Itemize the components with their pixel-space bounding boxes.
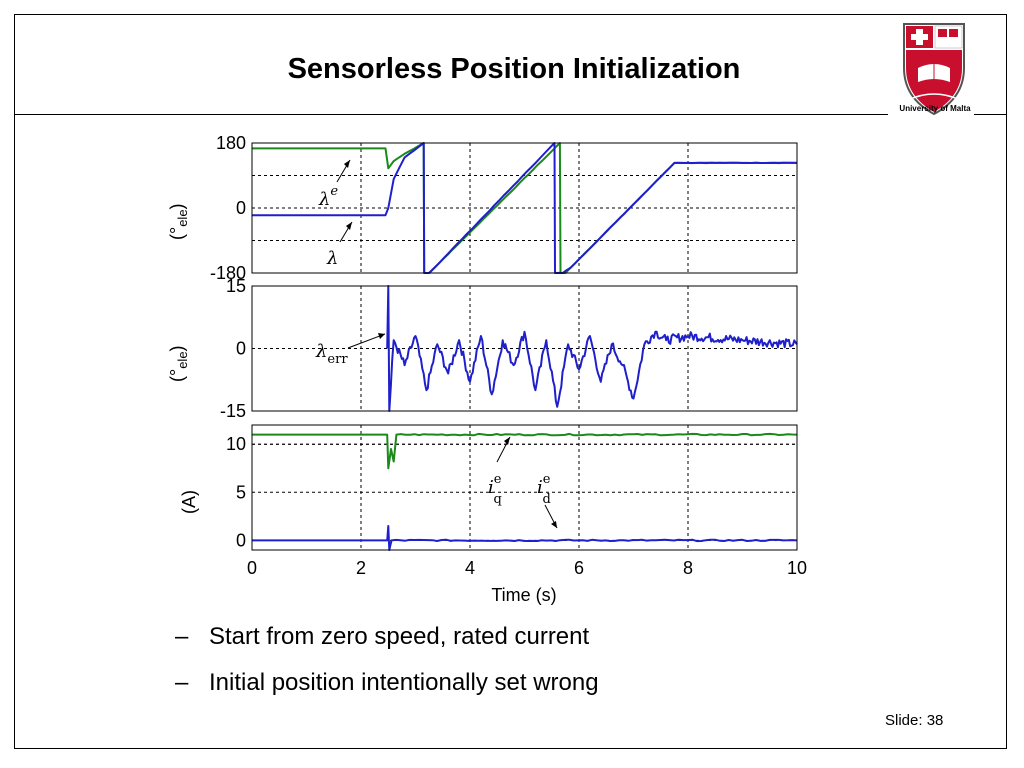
x-tick-label: 2 [356,558,366,578]
bullet-item: – Initial position intentionally set wron… [175,668,599,714]
slide-frame [14,14,1007,749]
annotation-lambda-e: λe [318,159,351,210]
annotation-iq: ie q [488,436,511,507]
xlabel-time: Time (s) [491,585,556,605]
bullet-text: Start from zero speed, rated current [209,623,590,650]
bullet-dash: – [175,669,189,696]
ylabel-position: (°ele) [167,203,190,240]
panel-position-frame [251,142,798,274]
y-tick-label: 0 [236,339,246,359]
series-line-a [386,285,798,412]
annotation-lambda: λ [326,221,353,269]
y-tick-label: 10 [226,434,246,454]
y-tick-label: -180 [210,263,246,283]
slide-title: Sensorless Position Initialization [287,53,741,85]
ylabel-error: (°ele) [167,345,190,382]
title-divider [14,114,888,115]
y-tick-label: -15 [220,401,246,421]
bullet-dash: – [175,623,189,650]
bullet-item: – Start from zero speed, rated current [175,622,599,668]
series-line-b [252,142,797,274]
panel-error: 15 0 -15 (°ele) λerr [167,276,798,421]
panel-current: 10 5 0 0 2 4 6 8 10 (A) Time (s) ie q ie d [179,424,807,605]
bullet-text: Initial position intentionally set wrong [209,669,599,696]
series-line-a [252,432,798,470]
y-tick-label: 5 [236,482,246,502]
y-tick-label: 180 [216,133,246,153]
x-tick-label: 0 [247,558,257,578]
x-tick-label: 6 [574,558,584,578]
annotation-lambda-err: λerr [315,333,386,367]
university-crest-logo [903,23,965,116]
ylabel-current: (A) [179,490,199,514]
x-tick-label: 10 [787,558,807,578]
label-lambda: λ [326,248,338,269]
slide-number: Slide: 38 [885,712,944,729]
label-id: ie d [537,472,551,507]
y-tick-label: 0 [236,530,246,550]
bullet-list: – Start from zero speed, rated current – I… [175,622,599,714]
label-lambda-err: λerr [315,341,348,367]
logo-caption: University of Malta [899,104,971,113]
panel-error-frame [251,285,798,412]
x-tick-label: 4 [465,558,475,578]
annotation-id: ie d [537,472,558,529]
label-lambda-e: λe [318,184,338,210]
y-tick-label: 0 [236,198,246,218]
y-tick-label: 15 [226,276,246,296]
x-tick-label: 8 [683,558,693,578]
panel-position: 180 0 -180 (°ele) λe λ [167,133,798,283]
series-line-b [252,525,798,551]
title-divider-right [974,114,1007,115]
label-iq: ie q [488,472,502,507]
panel-current-frame [251,424,798,551]
